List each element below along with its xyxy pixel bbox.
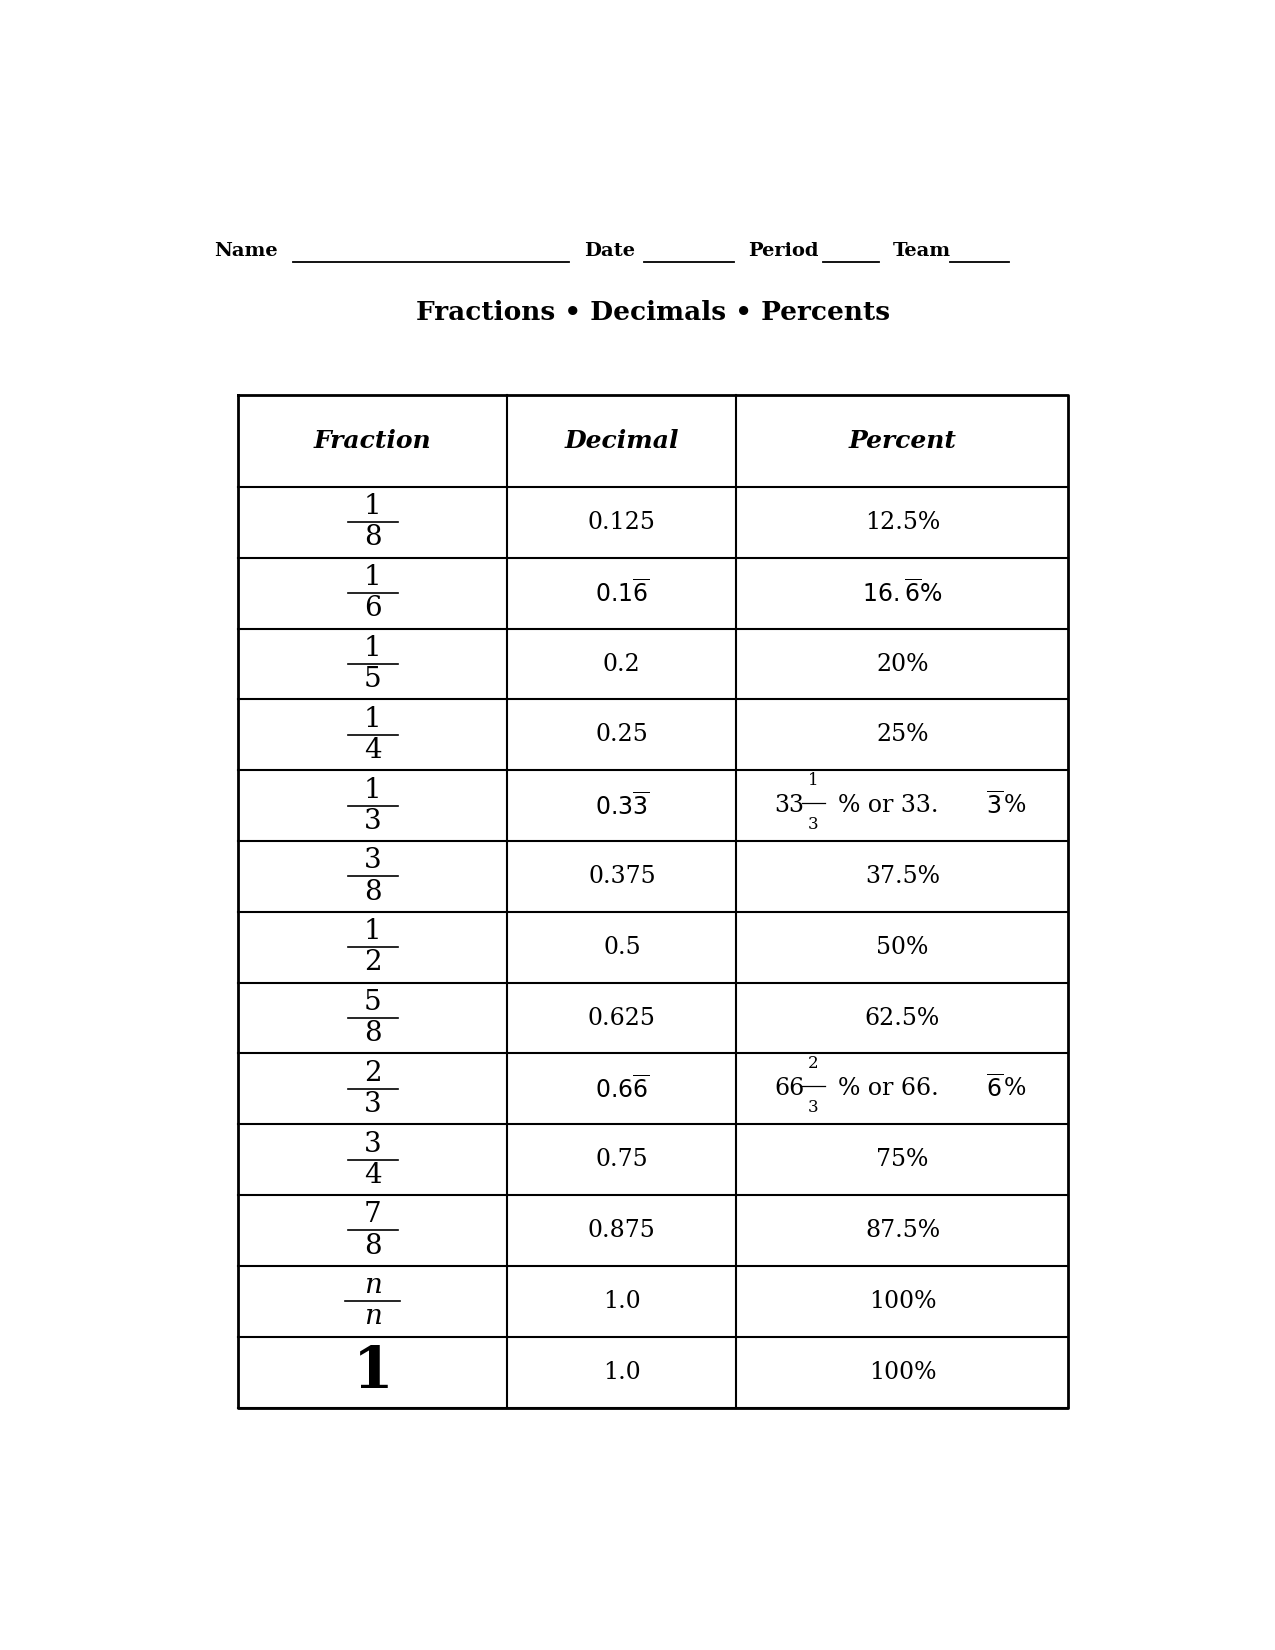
Text: 3: 3 [808,1099,819,1115]
Text: $0.6\overline{6}$: $0.6\overline{6}$ [594,1074,649,1102]
Text: $0.3\overline{3}$: $0.3\overline{3}$ [594,792,649,820]
Text: $\overline{3}$: $\overline{3}$ [987,792,1003,818]
Text: Period: Period [748,243,819,261]
Text: 1: 1 [363,917,381,945]
Text: Fractions • Decimals • Percents: Fractions • Decimals • Percents [417,300,890,325]
Text: 3: 3 [363,848,381,874]
Text: $16.\overline{6}\%$: $16.\overline{6}\%$ [862,579,942,607]
Text: 2: 2 [363,1059,381,1087]
Text: 33: 33 [774,794,805,817]
Text: 6: 6 [363,596,381,622]
Text: %: % [1005,1077,1026,1101]
Text: 2: 2 [808,1056,819,1072]
Text: 66: 66 [774,1077,805,1101]
Text: 50%: 50% [876,936,928,959]
Text: 20%: 20% [876,652,928,675]
Text: Fraction: Fraction [314,429,432,454]
Text: 62.5%: 62.5% [864,1006,940,1030]
Text: Decimal: Decimal [565,429,680,454]
Text: 3: 3 [363,1091,381,1119]
Text: 7: 7 [363,1201,381,1228]
Text: 8: 8 [363,1020,381,1048]
Text: 1: 1 [352,1345,393,1401]
Text: 75%: 75% [876,1148,928,1171]
Text: $\overline{6}$: $\overline{6}$ [987,1076,1003,1102]
Text: 1: 1 [363,493,381,520]
Text: 0.75: 0.75 [595,1148,648,1171]
Text: 0.25: 0.25 [595,723,648,746]
Text: 8: 8 [363,525,381,551]
Text: 25%: 25% [876,723,928,746]
Text: 1.0: 1.0 [603,1290,641,1313]
Text: 3: 3 [808,815,819,833]
Text: 1: 1 [363,777,381,804]
Text: 4: 4 [363,738,381,764]
Text: % or 66.: % or 66. [838,1077,938,1101]
Text: Team: Team [892,243,951,261]
Text: 4: 4 [363,1162,381,1188]
Text: 0.2: 0.2 [603,652,641,675]
Text: 0.5: 0.5 [603,936,640,959]
Text: 3: 3 [363,808,381,835]
Text: 8: 8 [363,1233,381,1259]
Text: 0.125: 0.125 [588,512,655,535]
Text: 2: 2 [363,949,381,977]
Text: 1: 1 [363,706,381,733]
Text: 100%: 100% [868,1290,936,1313]
Text: 1: 1 [363,635,381,662]
Text: 87.5%: 87.5% [864,1219,940,1242]
Text: Name: Name [214,243,278,261]
Text: Date: Date [584,243,635,261]
Text: 8: 8 [363,878,381,906]
Text: 12.5%: 12.5% [864,512,940,535]
Text: Percent: Percent [848,429,956,454]
Text: 0.625: 0.625 [588,1006,655,1030]
Text: 37.5%: 37.5% [864,865,940,888]
Text: %: % [1005,794,1026,817]
Text: 0.875: 0.875 [588,1219,655,1242]
Text: 3: 3 [363,1130,381,1158]
Text: 5: 5 [363,988,381,1016]
Text: n: n [363,1272,381,1299]
Text: 1.0: 1.0 [603,1361,641,1384]
Text: n: n [363,1304,381,1330]
Text: 0.375: 0.375 [588,865,655,888]
Text: 1: 1 [808,772,819,789]
Text: $0.1\overline{6}$: $0.1\overline{6}$ [594,579,649,607]
Text: 100%: 100% [868,1361,936,1384]
Text: % or 33.: % or 33. [838,794,938,817]
Text: 5: 5 [363,667,381,693]
Text: 1: 1 [363,564,381,591]
